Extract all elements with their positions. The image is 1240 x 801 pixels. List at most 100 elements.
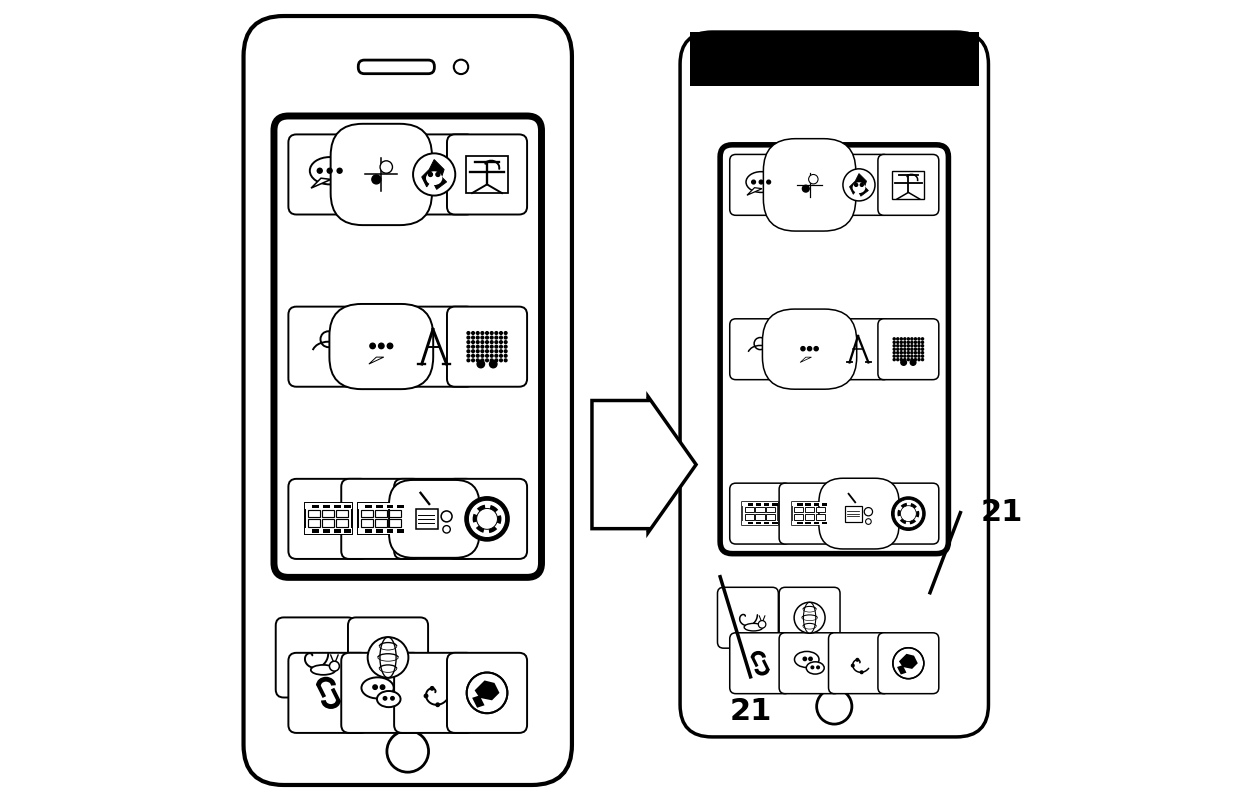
Ellipse shape — [744, 623, 763, 631]
FancyBboxPatch shape — [446, 307, 527, 387]
FancyBboxPatch shape — [348, 618, 428, 698]
Bar — [745, 507, 754, 513]
FancyBboxPatch shape — [729, 483, 791, 544]
Circle shape — [472, 505, 501, 533]
Circle shape — [476, 354, 479, 357]
Circle shape — [894, 500, 923, 528]
FancyBboxPatch shape — [729, 319, 791, 380]
Circle shape — [490, 360, 497, 368]
Circle shape — [465, 497, 508, 541]
Polygon shape — [909, 506, 920, 513]
Circle shape — [893, 359, 895, 360]
Bar — [806, 503, 811, 505]
Circle shape — [490, 359, 494, 362]
Circle shape — [471, 354, 475, 357]
Circle shape — [897, 355, 899, 357]
Circle shape — [467, 350, 470, 352]
Bar — [322, 519, 334, 527]
Circle shape — [500, 359, 502, 362]
Circle shape — [505, 345, 507, 348]
Circle shape — [759, 621, 766, 628]
Circle shape — [921, 348, 924, 350]
Bar — [805, 507, 813, 513]
Circle shape — [454, 60, 469, 74]
Polygon shape — [909, 513, 919, 522]
Ellipse shape — [853, 183, 864, 192]
Circle shape — [383, 697, 387, 700]
FancyBboxPatch shape — [828, 633, 889, 694]
Bar — [345, 529, 351, 533]
Polygon shape — [484, 519, 490, 534]
Circle shape — [467, 354, 470, 357]
FancyBboxPatch shape — [729, 155, 791, 215]
Circle shape — [908, 352, 909, 354]
Bar — [374, 519, 387, 527]
Circle shape — [911, 348, 913, 350]
FancyBboxPatch shape — [779, 483, 839, 544]
Circle shape — [466, 673, 507, 713]
Circle shape — [854, 183, 858, 187]
Circle shape — [807, 347, 812, 351]
FancyBboxPatch shape — [446, 479, 527, 559]
Circle shape — [794, 602, 825, 634]
Bar — [748, 521, 753, 524]
Circle shape — [856, 658, 859, 661]
Polygon shape — [472, 695, 485, 708]
Circle shape — [413, 153, 455, 195]
Bar — [743, 502, 779, 506]
Circle shape — [908, 341, 909, 344]
Circle shape — [843, 169, 875, 201]
Circle shape — [317, 168, 322, 173]
Polygon shape — [800, 357, 811, 362]
Circle shape — [500, 336, 502, 339]
Circle shape — [897, 344, 899, 347]
Bar — [791, 502, 827, 506]
Circle shape — [900, 355, 903, 357]
Circle shape — [467, 340, 470, 344]
Circle shape — [495, 359, 497, 362]
Polygon shape — [487, 509, 502, 519]
Circle shape — [476, 509, 497, 529]
Circle shape — [900, 348, 903, 350]
Bar — [743, 502, 779, 525]
FancyBboxPatch shape — [394, 479, 474, 559]
FancyBboxPatch shape — [818, 478, 899, 549]
Circle shape — [500, 350, 502, 352]
Circle shape — [754, 337, 766, 349]
Circle shape — [808, 657, 812, 661]
Circle shape — [921, 355, 924, 357]
Bar — [743, 521, 779, 525]
Circle shape — [908, 338, 909, 340]
Circle shape — [900, 352, 903, 354]
Bar — [376, 505, 383, 509]
Circle shape — [904, 352, 906, 354]
Bar — [791, 502, 827, 525]
FancyBboxPatch shape — [289, 479, 368, 559]
Circle shape — [495, 350, 497, 352]
Circle shape — [918, 352, 920, 354]
Bar — [764, 521, 770, 524]
Polygon shape — [905, 513, 910, 525]
Circle shape — [327, 168, 332, 173]
Text: 21: 21 — [729, 697, 771, 726]
Circle shape — [486, 354, 489, 357]
Polygon shape — [897, 665, 906, 674]
Polygon shape — [487, 519, 501, 529]
Bar — [797, 521, 802, 524]
Bar — [305, 529, 352, 534]
Bar — [322, 529, 330, 533]
Circle shape — [910, 360, 916, 365]
Circle shape — [914, 359, 916, 360]
Polygon shape — [591, 396, 696, 533]
Circle shape — [904, 355, 906, 357]
FancyBboxPatch shape — [289, 307, 368, 387]
Circle shape — [914, 341, 916, 344]
FancyBboxPatch shape — [289, 135, 368, 215]
Circle shape — [908, 355, 909, 357]
Circle shape — [908, 359, 909, 360]
Circle shape — [897, 352, 899, 354]
Circle shape — [471, 345, 475, 348]
Circle shape — [391, 697, 394, 700]
Bar — [766, 514, 775, 520]
Polygon shape — [485, 504, 491, 519]
